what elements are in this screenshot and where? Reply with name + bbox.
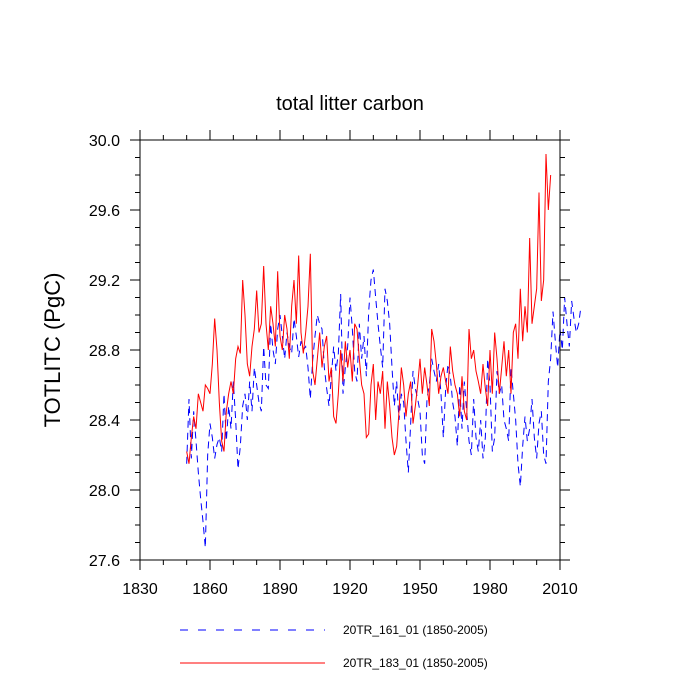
legend-label-2: 20TR_183_01 (1850-2005) [343, 656, 488, 670]
x-tick-label: 2010 [542, 581, 578, 598]
y-tick-label: 28.0 [89, 483, 120, 500]
y-tick-label: 30.0 [89, 133, 120, 150]
x-tick-label: 1830 [122, 581, 158, 598]
x-tick-label: 1920 [332, 581, 368, 598]
legend-label-1: 20TR_161_01 (1850-2005) [343, 623, 488, 637]
series-layer [186, 153, 582, 548]
y-tick-label: 27.6 [89, 553, 120, 570]
series-line-2 [186, 153, 552, 464]
x-tick-label: 1890 [262, 581, 298, 598]
y-tick-label: 28.4 [89, 413, 120, 430]
legend: 20TR_161_01 (1850-2005) 20TR_183_01 (1850… [180, 623, 488, 670]
x-tick-label: 1980 [472, 581, 508, 598]
axes-layer: 1830 1860 1890 1920 1950 1980 2010 27.6 28.0 28.4… [89, 130, 578, 598]
chart-title: total litter carbon [276, 93, 424, 115]
x-tick-label: 1950 [402, 581, 438, 598]
y-tick-label: 29.6 [89, 203, 120, 220]
y-tick-label: 28.8 [89, 343, 120, 360]
x-tick-label: 1860 [192, 581, 228, 598]
y-tick-label: 29.2 [89, 273, 120, 290]
y-axis-label: TOTLITC (PgC) [40, 273, 65, 428]
